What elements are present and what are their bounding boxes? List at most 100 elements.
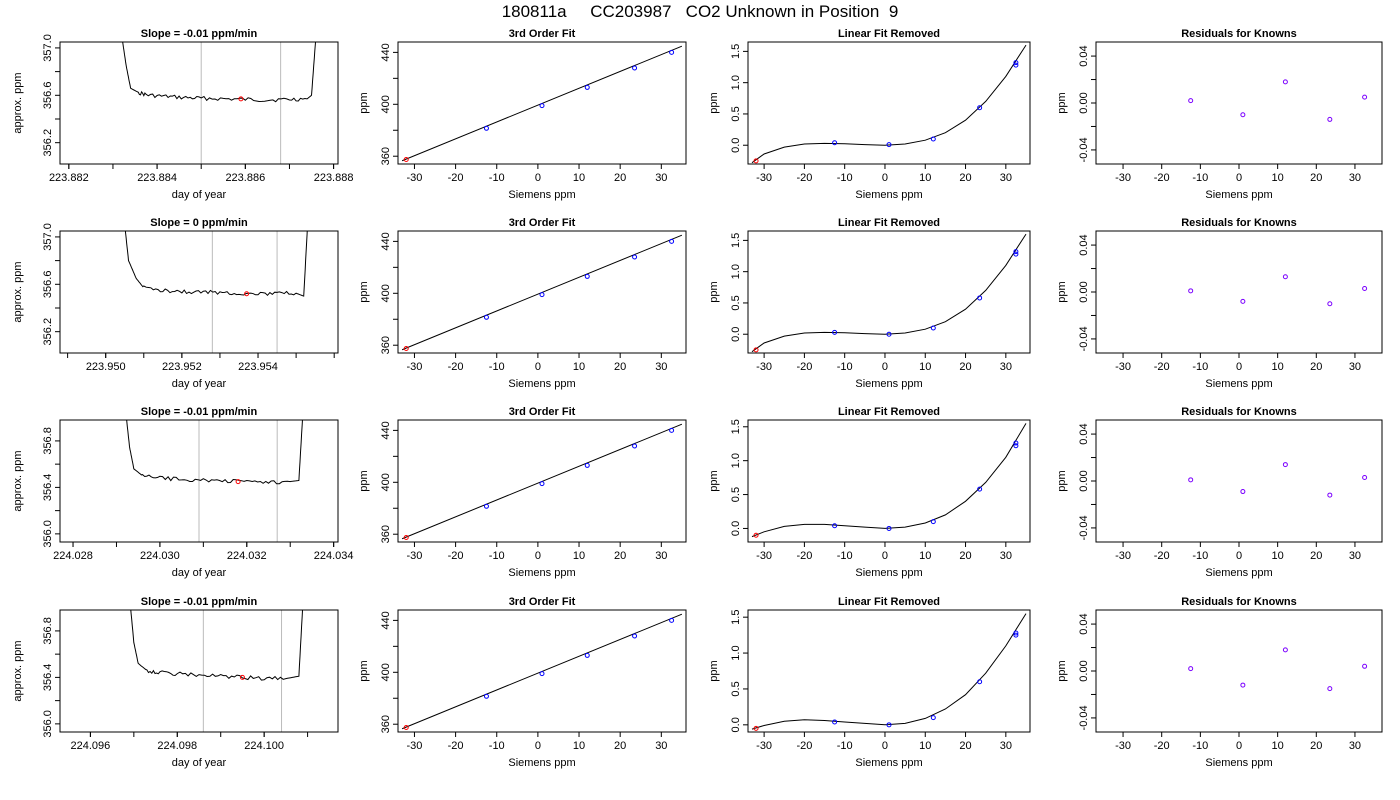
known-point xyxy=(669,427,675,433)
x-tick-label: 30 xyxy=(1000,740,1012,752)
x-axis-label: Siemens ppm xyxy=(508,757,575,769)
y-tick-label: 1.0 xyxy=(730,75,742,90)
x-tick-label: -20 xyxy=(1154,172,1170,184)
y-tick-label: 356.0 xyxy=(42,710,54,738)
x-tick-label: 20 xyxy=(614,740,626,752)
unknown-point xyxy=(753,347,759,353)
y-tick-label: 1.0 xyxy=(730,645,742,660)
fit-curve xyxy=(751,233,1027,353)
known-point xyxy=(584,84,590,90)
y-tick-label: 356.2 xyxy=(42,318,54,346)
x-tick-label: -30 xyxy=(407,361,423,373)
y-tick-label: 0.04 xyxy=(1078,423,1090,444)
y-tick-label: 0.0 xyxy=(730,138,742,153)
y-tick-label: 0.5 xyxy=(730,106,742,121)
plot-area xyxy=(122,42,317,164)
plot-area xyxy=(126,420,303,542)
x-tick-label: -30 xyxy=(756,361,772,373)
known-point xyxy=(584,273,590,279)
residual-point xyxy=(1282,647,1288,653)
x-tick-label: 30 xyxy=(655,740,667,752)
x-tick-label: 20 xyxy=(1310,550,1322,562)
x-tick-label: 20 xyxy=(959,550,971,562)
panel-title: 3rd Order Fit xyxy=(509,596,576,608)
y-tick-label: 357.0 xyxy=(42,223,54,251)
panel-fit: 3rd Order Fit -30 -20 -10 0 10 20 30 360 400 440 Si… xyxy=(358,28,687,201)
known-point xyxy=(1013,60,1019,66)
x-tick-label: 224.098 xyxy=(157,740,197,752)
known-point xyxy=(1013,443,1019,449)
plot-frame xyxy=(397,230,687,354)
known-point xyxy=(632,65,638,71)
plot-frame xyxy=(1095,609,1383,733)
x-tick-label: 0 xyxy=(535,172,541,184)
y-tick-label: 1.5 xyxy=(730,419,742,434)
x-tick-label: -30 xyxy=(1115,550,1131,562)
panel-residuals: Residuals for Knowns -30 -20 -10 0 10 20 30 -0.0… xyxy=(1056,217,1383,390)
known-point xyxy=(832,523,838,529)
y-tick-label: 0.04 xyxy=(1078,45,1090,66)
residual-point xyxy=(1362,94,1368,100)
known-point xyxy=(539,103,545,109)
y-tick-label: 360 xyxy=(380,525,392,543)
x-tick-label: 10 xyxy=(1272,172,1284,184)
x-tick-label: 20 xyxy=(959,172,971,184)
known-point xyxy=(977,105,983,111)
x-tick-label: 10 xyxy=(919,361,931,373)
known-point xyxy=(832,329,838,335)
x-tick-label: 20 xyxy=(1310,740,1322,752)
known-point xyxy=(539,481,545,487)
x-tick-label: -10 xyxy=(1192,361,1208,373)
x-tick-label: -10 xyxy=(1192,740,1208,752)
x-tick-label: 223.952 xyxy=(162,361,202,373)
known-point xyxy=(1013,249,1019,255)
y-tick-label: 0.00 xyxy=(1078,92,1090,113)
y-tick-label: 0.04 xyxy=(1078,613,1090,634)
unknown-point xyxy=(244,291,250,297)
x-tick-label: 30 xyxy=(1000,361,1012,373)
plot-area xyxy=(751,423,1027,538)
panel-residuals: Residuals for Knowns -30 -20 -10 0 10 20 30 -0.0… xyxy=(1056,28,1383,201)
y-axis-label: ppm xyxy=(708,470,720,491)
x-tick-label: -30 xyxy=(407,172,423,184)
x-tick-label: -10 xyxy=(837,550,853,562)
x-tick-label: -30 xyxy=(756,550,772,562)
plot-area xyxy=(751,233,1027,353)
x-tick-label: -20 xyxy=(796,172,812,184)
plot-area xyxy=(124,231,308,353)
residual-point xyxy=(1282,79,1288,85)
y-tick-label: 360 xyxy=(380,147,392,165)
x-tick-label: 20 xyxy=(614,172,626,184)
x-tick-label: 10 xyxy=(1272,361,1284,373)
known-point xyxy=(930,325,936,331)
x-tick-label: 223.950 xyxy=(86,361,126,373)
known-point xyxy=(977,679,983,685)
x-tick-label: 30 xyxy=(1349,361,1361,373)
y-tick-label: 0.00 xyxy=(1078,281,1090,302)
y-axis-label: ppm xyxy=(708,92,720,113)
x-tick-label: 223.882 xyxy=(49,172,89,184)
x-tick-label: -10 xyxy=(837,361,853,373)
x-tick-label: 223.954 xyxy=(238,361,278,373)
x-tick-label: -10 xyxy=(489,361,505,373)
y-tick-label: 440 xyxy=(380,421,392,439)
x-tick-label: 10 xyxy=(1272,740,1284,752)
plot-frame xyxy=(59,419,339,543)
x-tick-label: -20 xyxy=(1154,550,1170,562)
x-tick-label: 30 xyxy=(655,550,667,562)
x-tick-label: -20 xyxy=(1154,361,1170,373)
y-tick-label: 440 xyxy=(380,43,392,61)
y-tick-label: 0.04 xyxy=(1078,234,1090,255)
panel-linear-removed: Linear Fit Removed -30 -20 -10 0 10 20 30 0.0 0.5… xyxy=(708,406,1031,579)
known-point xyxy=(584,652,590,658)
residual-point xyxy=(1240,112,1246,118)
residual-point xyxy=(1327,492,1333,498)
x-axis-label: day of year xyxy=(172,757,227,769)
plot-area xyxy=(1188,462,1368,498)
y-tick-label: -0.04 xyxy=(1078,326,1090,351)
y-tick-label: 357.0 xyxy=(42,34,54,62)
x-tick-label: 20 xyxy=(959,740,971,752)
panel-title: 3rd Order Fit xyxy=(509,28,576,40)
plot-frame xyxy=(59,230,339,354)
